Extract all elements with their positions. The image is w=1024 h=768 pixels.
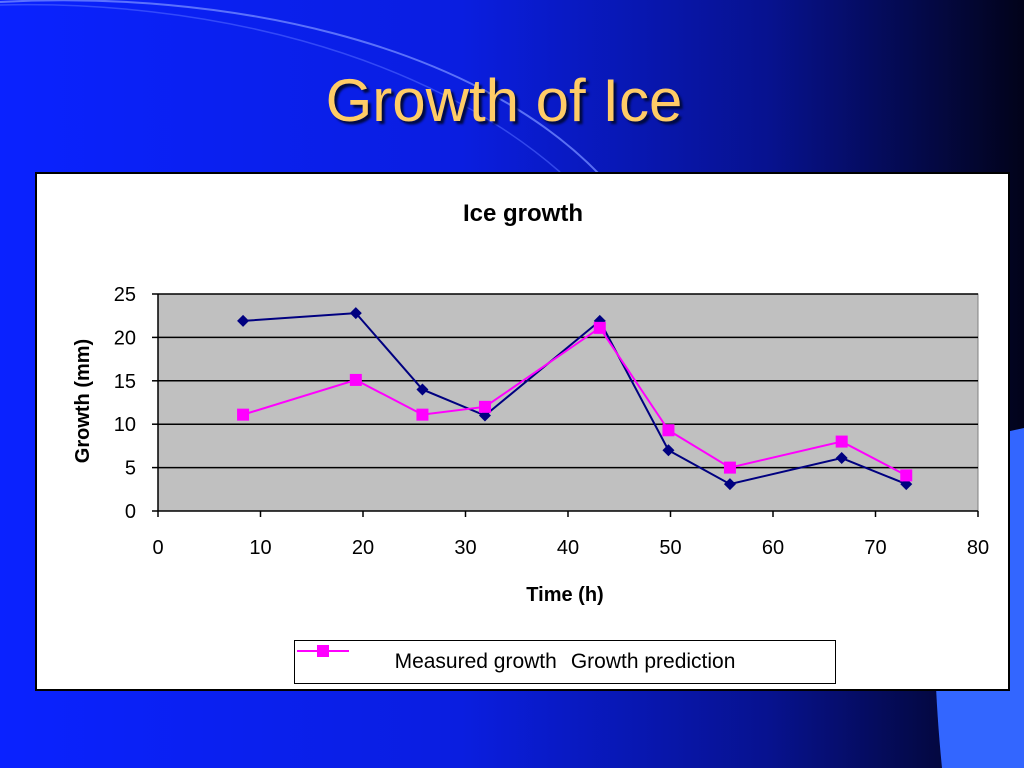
x-axis-label: Time (h) — [526, 584, 603, 606]
legend-item-prediction: Growth prediction — [297, 645, 736, 674]
y-tick-label: 15 — [114, 371, 136, 393]
x-tick-label: 80 — [967, 537, 989, 559]
measured-point — [723, 478, 736, 491]
prediction-point — [237, 408, 250, 421]
chart-legend: Measured growth Growth prediction — [294, 640, 836, 684]
tick-labels: 0 10 20 30 40 50 60 70 80 0 5 10 15 20 25 — [114, 284, 989, 559]
plot-area — [157, 293, 979, 512]
chart-frame: Ice growth 0 10 20 30 40 50 60 70 80 0 5 10 15 20 25 T… — [35, 172, 1010, 691]
prediction-point — [835, 435, 848, 448]
prediction-point — [593, 321, 606, 334]
legend-item-measured: Measured growth — [297, 645, 557, 674]
grid-lines — [158, 293, 978, 469]
prediction-point — [349, 373, 362, 386]
measured-point — [237, 314, 250, 327]
y-tick-label: 0 — [125, 501, 136, 523]
prediction-point — [662, 424, 675, 437]
x-tick-label: 60 — [762, 537, 784, 559]
measured-point — [662, 444, 675, 457]
slide-title: Growth of Ice — [325, 67, 683, 134]
measured-point — [349, 307, 362, 320]
measured-point — [416, 383, 429, 396]
x-tick-label: 50 — [659, 537, 681, 559]
prediction-point — [416, 408, 429, 421]
series-layer — [237, 307, 913, 491]
legend-label-prediction: Growth prediction — [570, 650, 736, 673]
y-tick-label: 20 — [114, 327, 136, 349]
x-tick-label: 0 — [152, 537, 163, 559]
measured-point — [835, 452, 848, 465]
measured-point — [593, 314, 606, 327]
y-axis-label: Growth (mm) — [72, 339, 94, 463]
axes — [152, 293, 979, 517]
prediction-point — [900, 469, 913, 482]
prediction-point — [478, 400, 491, 413]
x-tick-label: 40 — [557, 537, 579, 559]
x-tick-label: 30 — [454, 537, 476, 559]
y-tick-label: 10 — [114, 414, 136, 436]
x-tick-label: 20 — [352, 537, 374, 559]
chart-svg: Ice growth 0 10 20 30 40 50 60 70 80 0 5 10 15 20 25 T… — [72, 200, 989, 606]
x-tick-label: 70 — [864, 537, 886, 559]
square-marker-icon — [297, 645, 349, 657]
prediction-point — [723, 461, 736, 474]
y-tick-label: 25 — [114, 284, 136, 306]
legend-label-measured: Measured growth — [394, 650, 557, 673]
x-tick-label: 10 — [249, 537, 271, 559]
chart-title: Ice growth — [463, 200, 583, 227]
y-tick-label: 5 — [125, 458, 136, 480]
